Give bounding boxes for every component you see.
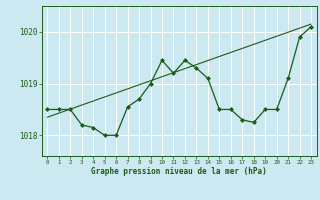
X-axis label: Graphe pression niveau de la mer (hPa): Graphe pression niveau de la mer (hPa) (91, 167, 267, 176)
